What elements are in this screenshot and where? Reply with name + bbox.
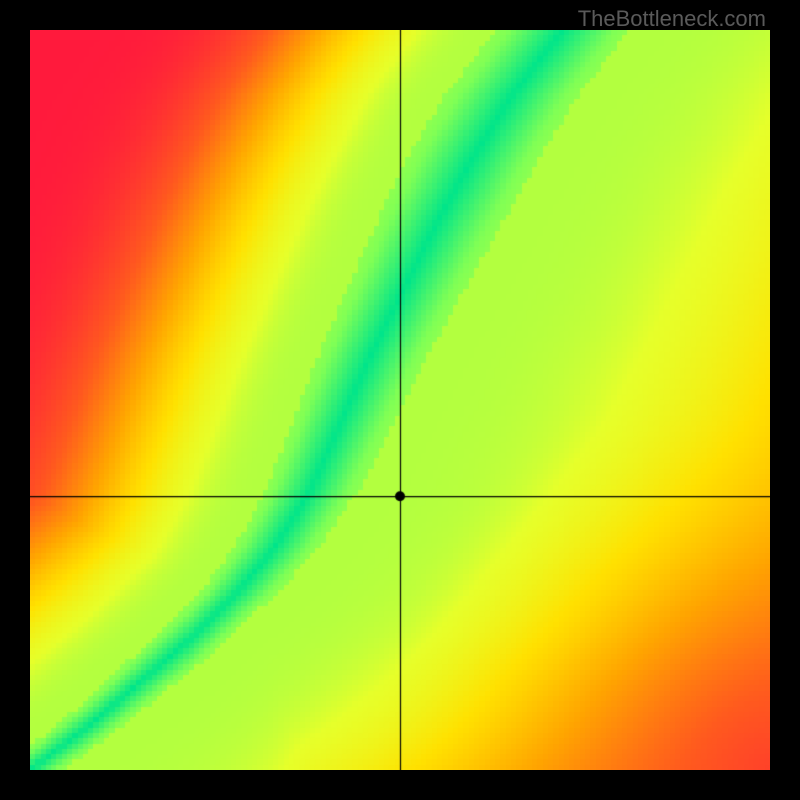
watermark-label: TheBottleneck.com [578, 6, 766, 32]
crosshair-overlay [30, 30, 770, 770]
